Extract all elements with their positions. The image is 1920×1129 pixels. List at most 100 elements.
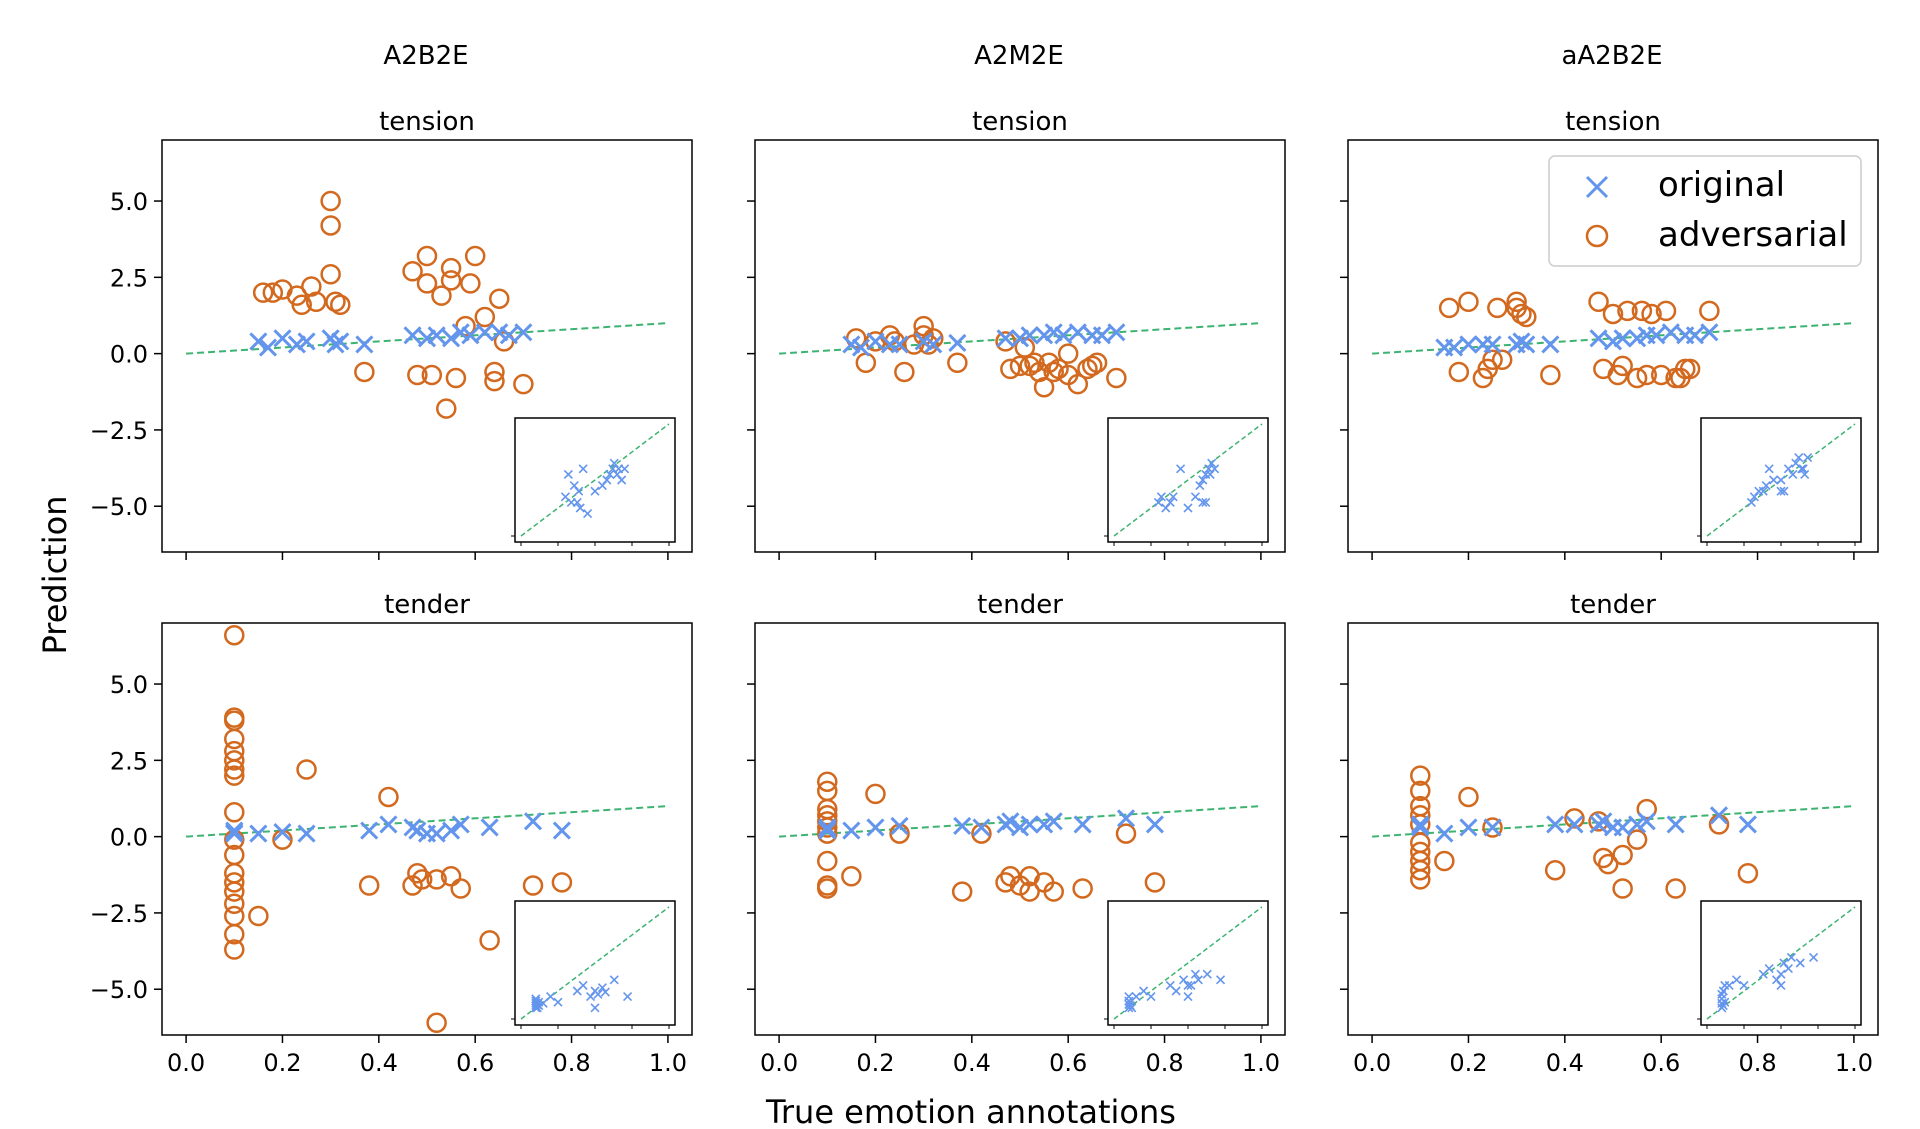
inset-original-point <box>1776 486 1786 496</box>
original-point <box>1116 809 1136 828</box>
adversarial-point <box>407 364 428 386</box>
original-point <box>442 329 461 348</box>
adversarial-point <box>1009 355 1031 377</box>
inset-original-point <box>1198 475 1208 485</box>
adversarial-point <box>817 878 838 899</box>
inset-original-point <box>1202 969 1212 979</box>
panel-title: tender <box>977 590 1063 620</box>
inset-original-point <box>1783 464 1793 474</box>
original-point <box>953 816 972 836</box>
adversarial-point <box>224 765 245 786</box>
adversarial-point <box>1506 291 1527 312</box>
plot-frame <box>1347 622 1879 1036</box>
adversarial-point <box>1588 291 1609 312</box>
adversarial-point <box>817 817 838 838</box>
y-tick-label: 2.5 <box>110 264 148 292</box>
original-point <box>1637 812 1656 831</box>
adversarial-point <box>320 190 341 212</box>
inset-original-point <box>1779 958 1789 968</box>
adversarial-point <box>1636 364 1657 386</box>
original-point <box>1613 818 1632 837</box>
inset-original-point <box>590 1003 600 1013</box>
inset-original-point <box>1779 486 1789 496</box>
inset-original-point <box>1724 980 1734 990</box>
x-tick-label: 0.0 <box>167 1049 205 1077</box>
original-point <box>461 326 480 345</box>
original-point <box>249 332 268 351</box>
panel-a2m2e-tender: tender 0.0 0.2 0.4 0.6 0.8 1.0 <box>747 590 1286 1077</box>
adversarial-point <box>474 306 496 328</box>
adversarial-point <box>464 245 486 267</box>
legend: original adversarial <box>1548 155 1862 267</box>
inset-original-point <box>1176 464 1186 474</box>
inset-original-point <box>1183 503 1193 513</box>
inset-original-point <box>1761 481 1771 491</box>
original-point <box>475 323 494 342</box>
original-point <box>1517 335 1536 354</box>
adversarial-point <box>971 823 992 844</box>
inset-original-point <box>1764 964 1774 974</box>
original-point <box>297 824 316 843</box>
adversarial-point <box>224 872 245 893</box>
original-point <box>225 822 244 842</box>
original-point <box>996 329 1015 348</box>
adversarial-point <box>1617 300 1638 322</box>
inset-original-point <box>1800 469 1810 479</box>
adversarial-point <box>224 881 245 902</box>
adversarial-point <box>1019 881 1040 902</box>
inset-original-point <box>597 481 607 491</box>
adversarial-point <box>291 294 312 316</box>
y-tick-label: 2.5 <box>110 747 148 775</box>
adversarial-point <box>1511 303 1532 325</box>
original-point <box>1411 816 1430 836</box>
panel-title: tender <box>384 590 470 620</box>
adversarial-point <box>1650 364 1672 386</box>
adversarial-point <box>1072 878 1093 899</box>
inset-original-point <box>1798 464 1808 474</box>
adversarial-point <box>865 783 886 805</box>
original-point <box>1044 812 1063 831</box>
adversarial-point <box>325 291 346 312</box>
x-tick-label: 0.6 <box>456 1049 494 1077</box>
original-point <box>1435 824 1454 843</box>
adversarial-point <box>1612 844 1633 866</box>
x-tick-label: 0.6 <box>1049 1049 1087 1077</box>
adversarial-point <box>1086 352 1108 374</box>
original-point <box>403 326 422 345</box>
original-point <box>331 332 350 351</box>
adversarial-point <box>407 863 428 884</box>
inset-original-point <box>1124 992 1134 1002</box>
adversarial-point <box>252 282 274 303</box>
inset-original-point <box>1178 975 1189 985</box>
original-point <box>1613 329 1632 348</box>
panel-a2m2e-tension: tension <box>747 107 1286 560</box>
plot-frame <box>1347 139 1879 553</box>
inset-original-point <box>1788 469 1798 479</box>
adversarial-point <box>489 288 510 309</box>
adversarial-point <box>1115 823 1137 844</box>
adversarial-point <box>378 786 399 808</box>
original-point <box>360 821 379 840</box>
inset-plot <box>1104 900 1269 1029</box>
inset-original-point <box>1201 497 1211 507</box>
legend-original-marker-icon <box>1585 175 1609 199</box>
inset-original-point <box>1153 497 1163 507</box>
inset-original-point <box>1183 980 1193 990</box>
x-tick-label: 0.4 <box>1546 1049 1584 1077</box>
adversarial-point <box>1482 817 1503 838</box>
adversarial-point <box>224 801 245 823</box>
original-point <box>355 335 374 354</box>
adversarial-point <box>440 257 462 279</box>
original-point <box>1073 815 1092 834</box>
adversarial-point <box>1144 872 1166 893</box>
original-point <box>866 332 885 351</box>
plot-frame <box>754 139 1286 553</box>
adversarial-point <box>1679 358 1701 380</box>
adversarial-point <box>224 893 245 915</box>
inset-original-point <box>1776 969 1786 979</box>
adversarial-point <box>354 361 375 383</box>
panel-title: tension <box>1565 107 1661 137</box>
adversarial-point <box>1636 798 1657 820</box>
inset-original-point <box>1720 997 1730 1007</box>
